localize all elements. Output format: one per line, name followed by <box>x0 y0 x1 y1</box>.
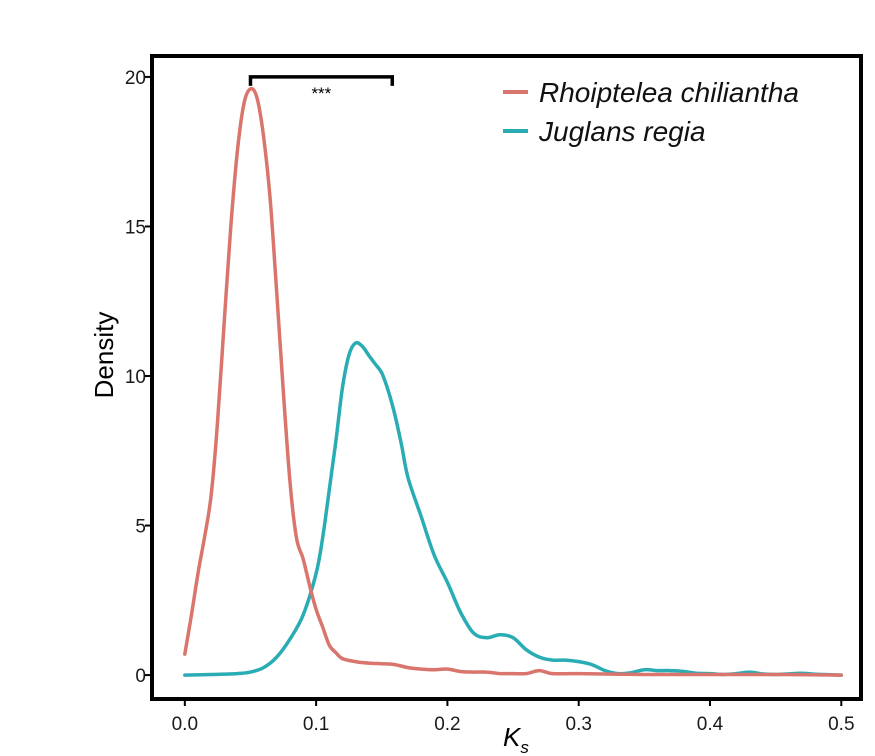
y-tick-label: 10 <box>125 367 146 388</box>
x-axis-title-main: K <box>503 722 522 752</box>
legend-label-juglans-regia: Juglans regia <box>538 116 706 147</box>
y-tick-label: 5 <box>135 517 146 538</box>
significance-label: *** <box>311 84 331 103</box>
y-tick-label: 15 <box>125 217 146 238</box>
series-line-rhoiptelea-chiliantha <box>183 86 844 677</box>
x-tick-label: 0.5 <box>828 714 854 735</box>
x-tick-label: 0.1 <box>303 714 329 735</box>
x-tick-label: 0.0 <box>172 714 198 735</box>
x-axis-title-subscript: s <box>520 738 529 756</box>
significance-bracket: *** <box>248 75 395 103</box>
x-tick-label: 0.2 <box>434 714 460 735</box>
y-tick-label: 20 <box>125 68 146 89</box>
y-axis: 0 5 10 15 20 <box>125 68 152 687</box>
series-layer <box>183 86 844 677</box>
x-axis: 0.0 0.1 0.2 0.3 0.4 0.5 <box>172 699 855 735</box>
x-axis-title: Ks <box>503 722 529 756</box>
legend: Rhoiptelea chiliantha Juglans regia <box>503 77 799 147</box>
plot-frame <box>150 54 863 701</box>
significance-line <box>248 75 395 86</box>
x-tick-label: 0.4 <box>697 714 724 735</box>
x-tick-label: 0.3 <box>566 714 592 735</box>
legend-label-rhoiptelea-chiliantha: Rhoiptelea chiliantha <box>539 77 799 108</box>
y-tick-label: 0 <box>135 666 146 687</box>
y-axis-title: Density <box>89 312 119 399</box>
